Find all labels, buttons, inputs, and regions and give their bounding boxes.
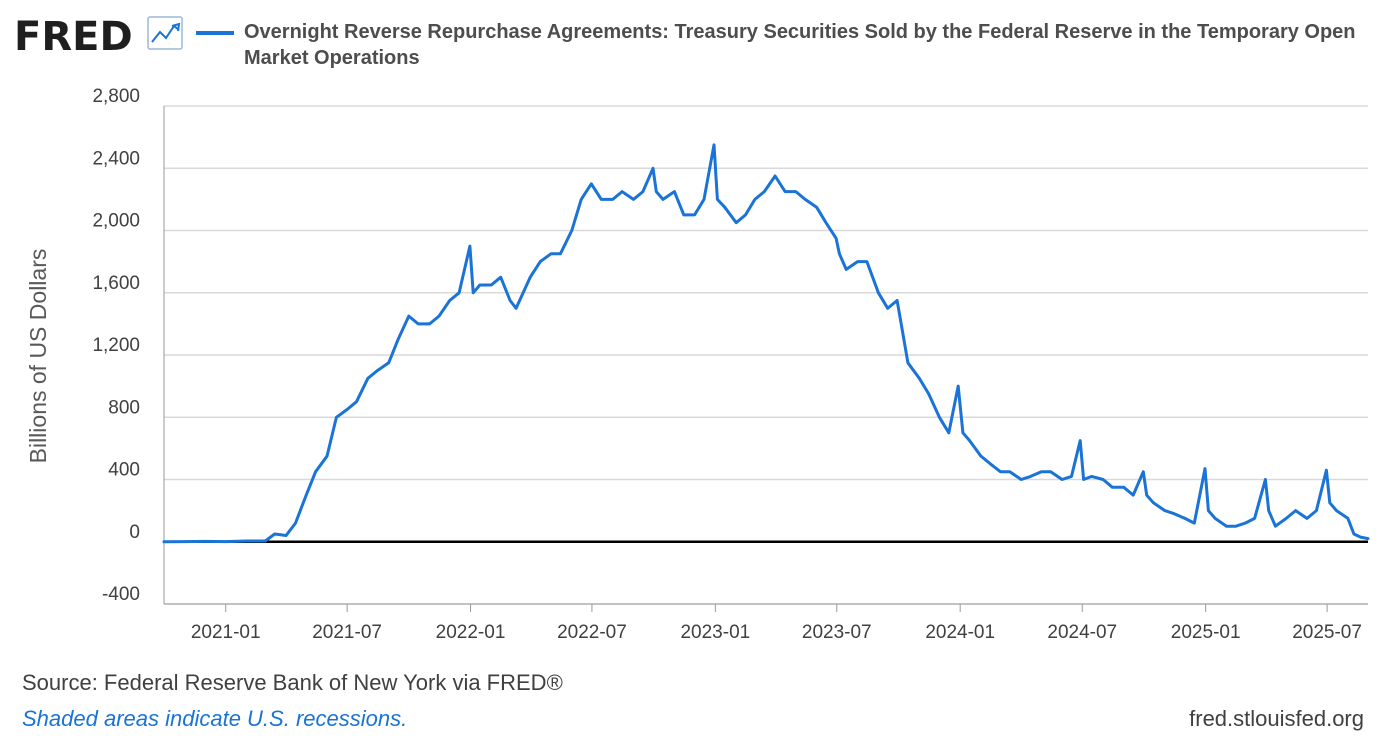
x-tick-label: 2022-01: [436, 622, 506, 643]
y-tick-label: -400: [102, 584, 140, 605]
y-tick-label: 0: [129, 522, 140, 543]
y-tick-label: 2,000: [92, 211, 140, 232]
y-tick-label: 1,600: [92, 273, 140, 294]
y-axis-title: Billions of US Dollars: [25, 249, 51, 464]
x-tick-label: 2021-01: [191, 622, 261, 643]
recession-note[interactable]: Shaded areas indicate U.S. recessions.: [22, 706, 407, 731]
y-tick-labels: -400 0 400 800 1,200 1,600 2,000 2,400 2,800: [92, 86, 140, 605]
fred-logo[interactable]: FRED: [14, 14, 133, 60]
series-title-line2: Market Operations: [244, 47, 420, 69]
source-text: Source: Federal Reserve Bank of New York…: [22, 670, 563, 695]
series-title-line1: Overnight Reverse Repurchase Agreements:…: [244, 21, 1356, 43]
x-tick-labels: 2021-01 2021-07 2022-01 2022-07 2023-01 2023-…: [191, 604, 1362, 643]
y-tick-label: 800: [108, 397, 140, 418]
y-tick-label: 2,800: [92, 86, 140, 107]
x-tick-label: 2024-07: [1047, 622, 1117, 643]
x-tick-label: 2021-07: [312, 622, 382, 643]
y-tick-label: 400: [108, 460, 140, 481]
y-tick-label: 2,400: [92, 148, 140, 169]
y-tick-label: 1,200: [92, 335, 140, 356]
x-tick-label: 2022-07: [557, 622, 627, 643]
x-tick-label: 2023-01: [680, 622, 750, 643]
x-tick-label: 2023-07: [802, 622, 872, 643]
line-chart-icon: [147, 16, 183, 50]
x-tick-label: 2025-01: [1171, 622, 1241, 643]
fred-url[interactable]: fred.stlouisfed.org: [1189, 706, 1364, 731]
x-tick-label: 2025-07: [1292, 622, 1362, 643]
series-line: [162, 143, 1370, 544]
x-tick-label: 2024-01: [925, 622, 995, 643]
